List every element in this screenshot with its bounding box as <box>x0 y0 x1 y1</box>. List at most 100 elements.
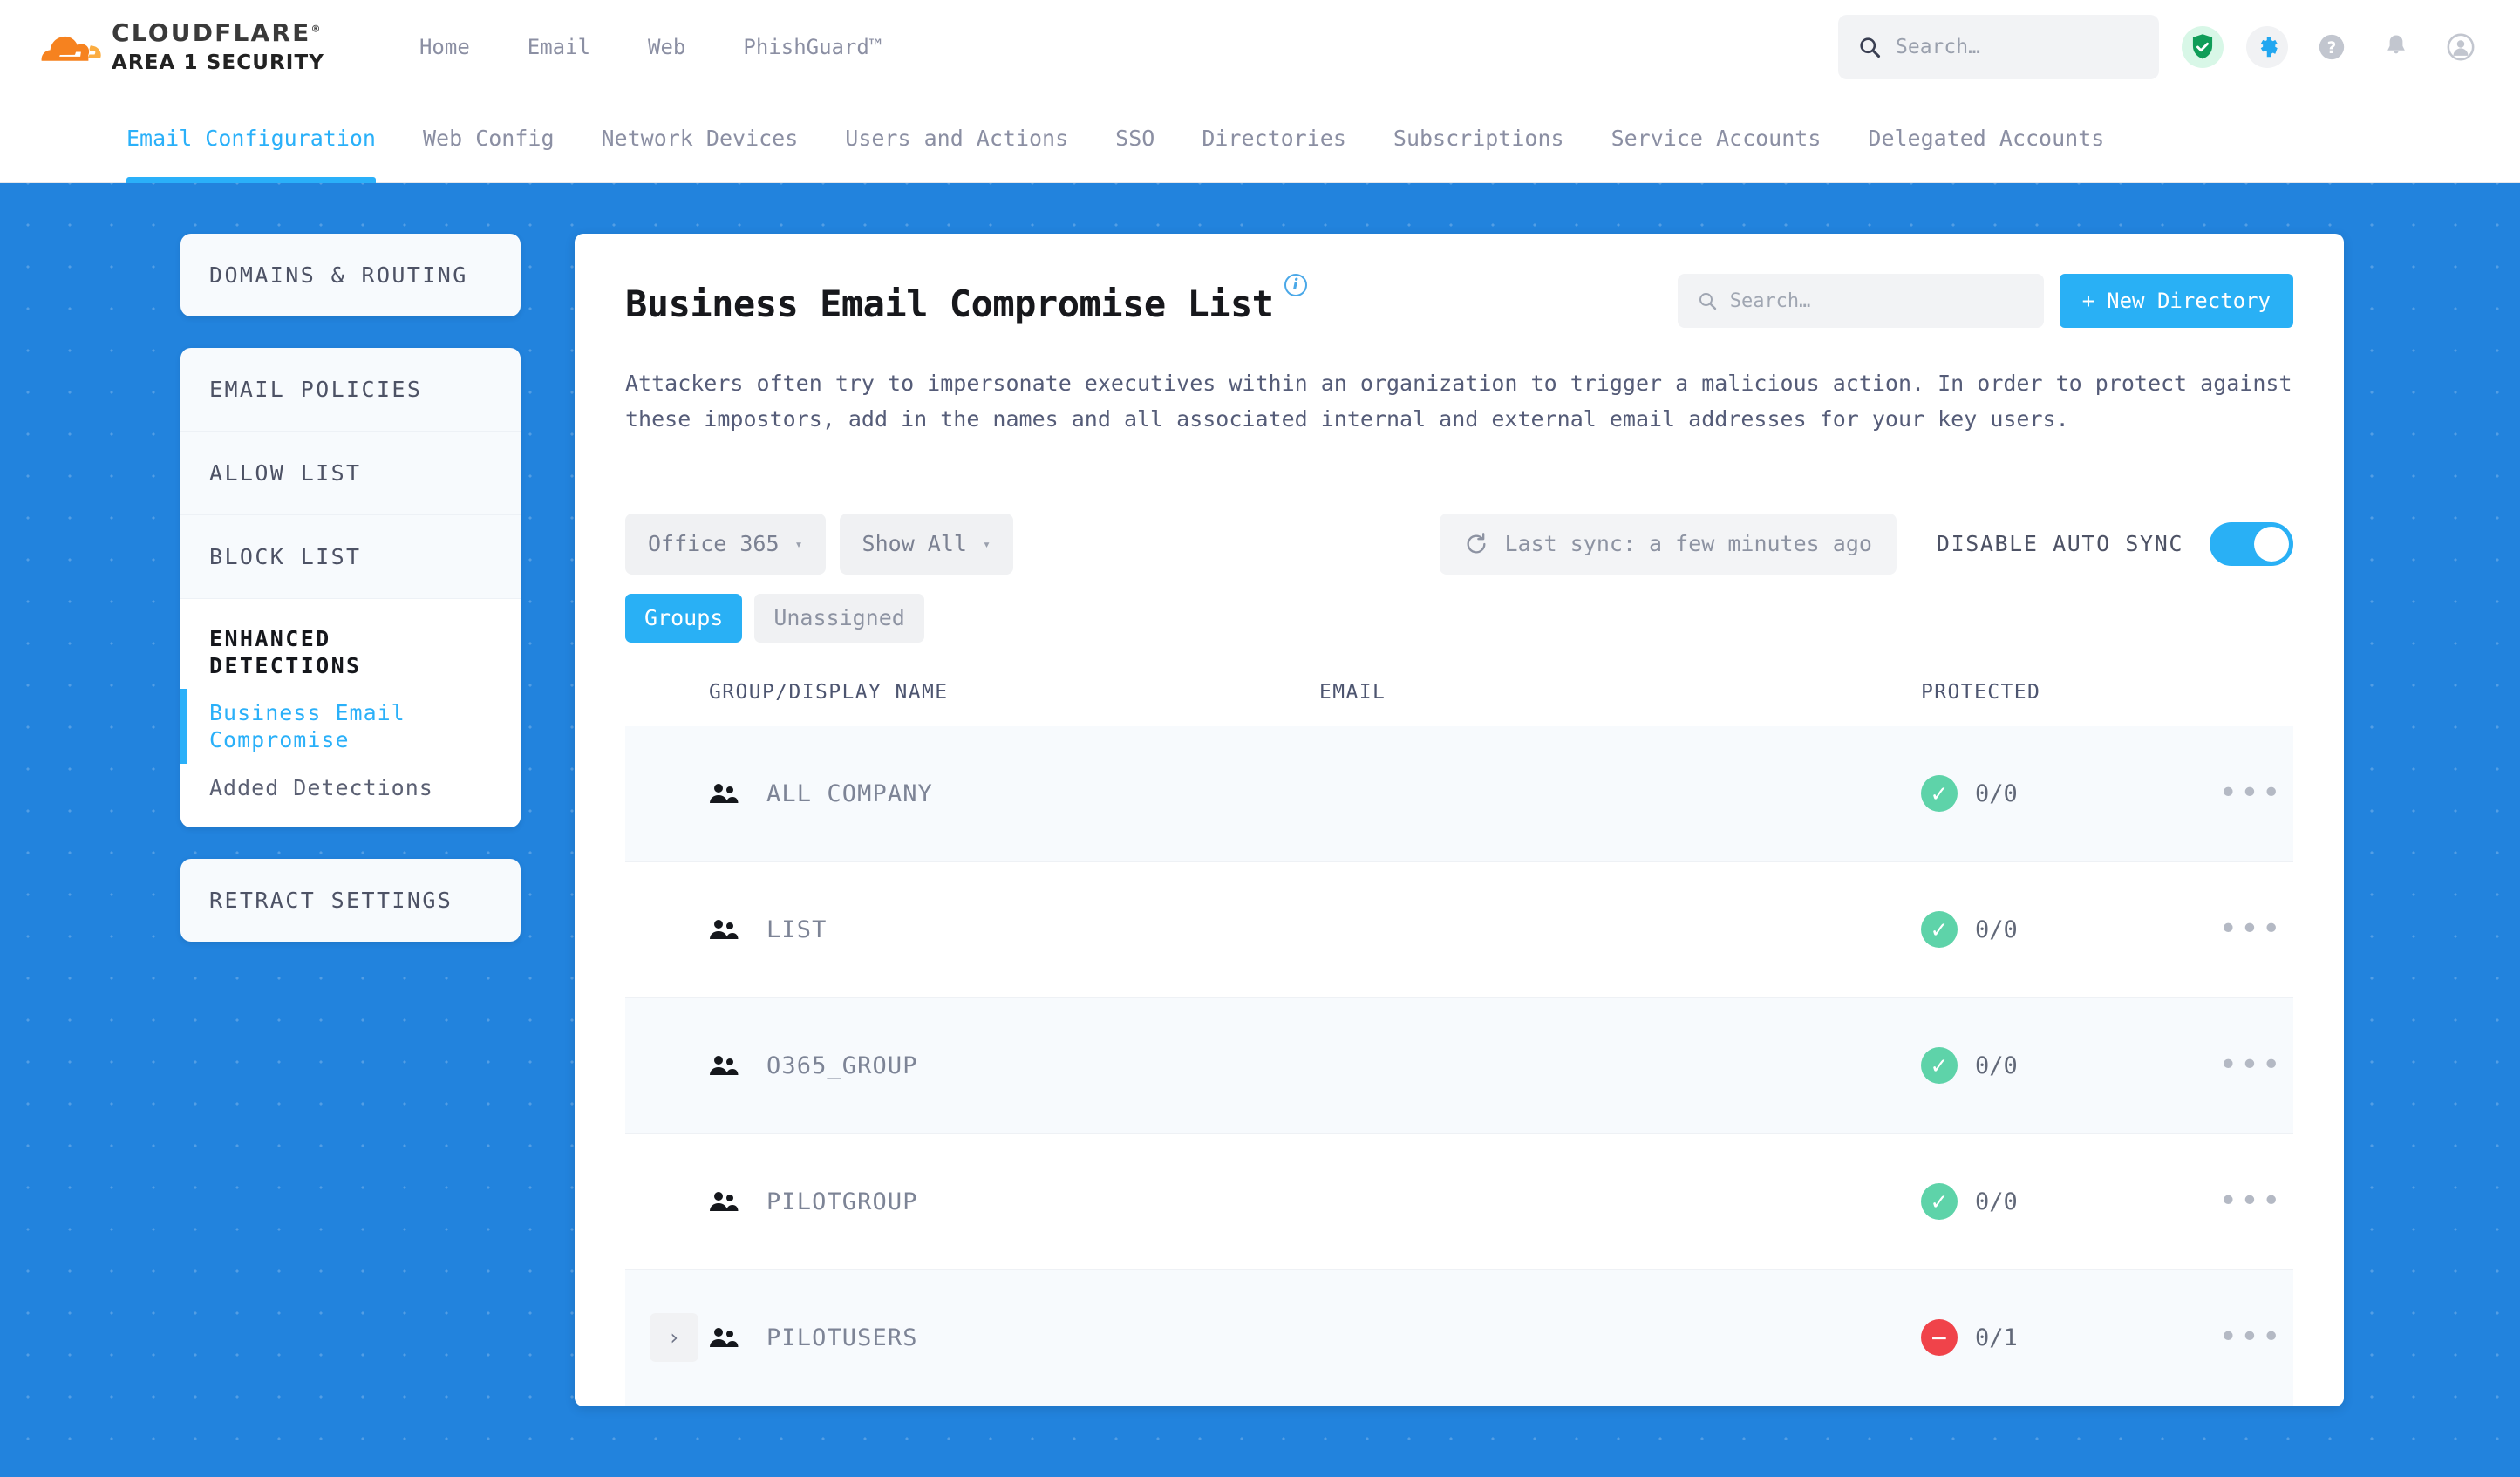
trademark-mark: ® <box>310 23 323 35</box>
global-search-placeholder: Search… <box>1896 36 1980 58</box>
people-icon <box>710 1056 739 1075</box>
sidebar-item-domains-routing[interactable]: DOMAINS & ROUTING <box>209 262 468 288</box>
row-name-cell: PILOTGROUP <box>709 1188 1319 1215</box>
row-menu-icon[interactable]: ••• <box>2218 1182 2284 1219</box>
row-menu-icon[interactable]: ••• <box>2218 1046 2284 1083</box>
row-menu-icon[interactable]: ••• <box>2218 1318 2284 1355</box>
logo-sub-text: AREA 1 SECURITY <box>112 51 324 74</box>
page-description: Attackers often try to impersonate execu… <box>625 371 2292 432</box>
tab-network-devices[interactable]: Network Devices <box>601 126 799 151</box>
sidebar-item-retract-settings[interactable]: RETRACT SETTINGS <box>209 888 453 914</box>
protected-value: 0/0 <box>1975 1052 2018 1079</box>
tab-groups[interactable]: Groups <box>625 593 743 643</box>
status-badge: ✓ <box>1921 1047 1958 1084</box>
show-all-select[interactable]: Show All ▾ <box>839 513 1013 575</box>
global-search-input[interactable]: Search… <box>1838 15 2159 79</box>
filter-row: Office 365 ▾ Show All ▾ Last sync: a few… <box>625 513 2293 575</box>
primary-nav: Home Email Web PhishGuard™ <box>391 35 910 59</box>
sidebar-item-added-detections[interactable]: Added Detections <box>180 764 521 828</box>
cloudflare-cloud-icon <box>41 36 101 61</box>
new-directory-button[interactable]: + New Directory <box>2059 274 2293 328</box>
row-protected-cell: ✓ 0/0 <box>1921 1183 2209 1220</box>
tab-web-config[interactable]: Web Config <box>422 126 555 151</box>
info-icon[interactable]: i <box>1284 274 1307 296</box>
row-expand-cell: › <box>625 1313 709 1362</box>
last-sync-button[interactable]: Last sync: a few minutes ago <box>1440 513 1897 575</box>
chevron-down-icon: ▾ <box>982 535 991 552</box>
row-protected-cell: ✓ 0/0 <box>1921 1047 2209 1084</box>
row-actions-cell: ••• <box>2209 1046 2293 1083</box>
group-name: PILOTUSERS <box>766 1324 918 1351</box>
table-row[interactable]: PILOTGROUP ✓ 0/0 ••• <box>625 1134 2293 1270</box>
page-canvas: DOMAINS & ROUTING EMAIL POLICIES ALLOW L… <box>0 183 2520 1477</box>
provider-select[interactable]: Office 365 ▾ <box>625 513 826 575</box>
panel-header-actions: Search… + New Directory <box>1677 274 2293 328</box>
row-protected-cell: ✓ 0/0 <box>1921 775 2209 812</box>
row-name-cell: O365_GROUP <box>709 1052 1319 1079</box>
row-actions-cell: ••• <box>2209 1182 2293 1219</box>
account-icon[interactable] <box>2440 26 2482 68</box>
tab-unassigned[interactable]: Unassigned <box>754 593 924 643</box>
protected-value: 0/0 <box>1975 1188 2018 1215</box>
column-group-display-name: GROUP/DISPLAY NAME <box>709 680 949 704</box>
expand-row-button[interactable]: › <box>650 1313 698 1362</box>
chevron-down-icon: ▾ <box>794 535 803 552</box>
tab-delegated-accounts[interactable]: Delegated Accounts <box>1868 126 2105 151</box>
group-name: PILOTGROUP <box>766 1188 918 1215</box>
tab-email-configuration[interactable]: Email Configuration <box>103 94 399 183</box>
tab-subscriptions[interactable]: Subscriptions <box>1393 126 1564 151</box>
svg-text:?: ? <box>2327 39 2337 58</box>
protected-value: 0/1 <box>1975 1324 2018 1351</box>
table-row[interactable]: LIST ✓ 0/0 ••• <box>625 862 2293 998</box>
sidebar-card-retract: RETRACT SETTINGS <box>180 859 521 943</box>
sidebar-item-block-list[interactable]: BLOCK LIST <box>180 515 521 599</box>
row-menu-icon[interactable]: ••• <box>2218 774 2284 811</box>
tab-directories[interactable]: Directories <box>1202 126 1346 151</box>
column-email: EMAIL <box>1319 680 1386 704</box>
show-all-select-value: Show All <box>862 531 967 556</box>
tab-service-accounts[interactable]: Service Accounts <box>1611 126 1822 151</box>
people-icon <box>710 1192 739 1211</box>
bell-icon[interactable] <box>2375 26 2417 68</box>
auto-sync-toggle[interactable] <box>2210 521 2293 566</box>
top-bar-actions: Search… ? <box>1838 15 2482 79</box>
nav-item-web[interactable]: Web <box>648 35 686 59</box>
search-icon <box>1699 293 1716 310</box>
sidebar-item-allow-list[interactable]: ALLOW LIST <box>180 432 521 515</box>
config-sidebar: DOMAINS & ROUTING EMAIL POLICIES ALLOW L… <box>180 234 521 1477</box>
nav-item-email[interactable]: Email <box>527 35 591 59</box>
tab-users-and-actions[interactable]: Users and Actions <box>845 126 1069 151</box>
disable-auto-sync-label: DISABLE AUTO SYNC <box>1936 531 2183 556</box>
directory-search-placeholder: Search… <box>1729 289 1811 312</box>
directory-search-input[interactable]: Search… <box>1677 274 2044 328</box>
nav-item-phishguard[interactable]: PhishGuard™ <box>743 35 882 59</box>
people-icon <box>710 920 739 939</box>
sidebar-item-business-email-compromise[interactable]: Business Email Compromise <box>180 688 521 764</box>
cloudflare-logo[interactable]: CLOUDFLARE® AREA 1 SECURITY <box>35 21 324 73</box>
sidebar-item-email-policies[interactable]: EMAIL POLICIES <box>180 348 521 432</box>
plus-icon: + <box>2081 289 2095 313</box>
help-icon[interactable]: ? <box>2311 26 2353 68</box>
table-row[interactable]: › PILOTUSERS − 0/1 ••• <box>625 1269 2293 1406</box>
row-name-cell: LIST <box>709 916 1319 943</box>
tab-sso[interactable]: SSO <box>1115 126 1155 151</box>
row-name-cell: ALL COMPANY <box>709 780 1319 807</box>
status-badge: ✓ <box>1921 775 1958 812</box>
page-title: Business Email Compromise List i <box>625 274 1307 323</box>
gear-icon[interactable] <box>2246 26 2288 68</box>
row-name-cell: PILOTUSERS <box>709 1324 1319 1351</box>
table-row[interactable]: ALL COMPANY ✓ 0/0 ••• <box>625 725 2293 862</box>
row-actions-cell: ••• <box>2209 910 2293 947</box>
sidebar-group-enhanced-detections: ENHANCED DETECTIONS <box>180 599 521 689</box>
refresh-icon <box>1468 532 1486 553</box>
table-row[interactable]: O365_GROUP ✓ 0/0 ••• <box>625 997 2293 1134</box>
shield-check-icon[interactable] <box>2182 26 2224 68</box>
status-badge: ✓ <box>1921 911 1958 948</box>
groups-table: GROUP/DISPLAY NAME EMAIL PROTECTED ALL C… <box>625 681 2293 1406</box>
last-sync-text: Last sync: a few minutes ago <box>1504 531 1872 556</box>
group-name: O365_GROUP <box>766 1052 918 1079</box>
nav-item-home[interactable]: Home <box>419 35 470 59</box>
logo-brand-text: CLOUDFLARE® <box>112 18 323 47</box>
row-menu-icon[interactable]: ••• <box>2218 910 2284 947</box>
status-badge: ✓ <box>1921 1183 1958 1220</box>
